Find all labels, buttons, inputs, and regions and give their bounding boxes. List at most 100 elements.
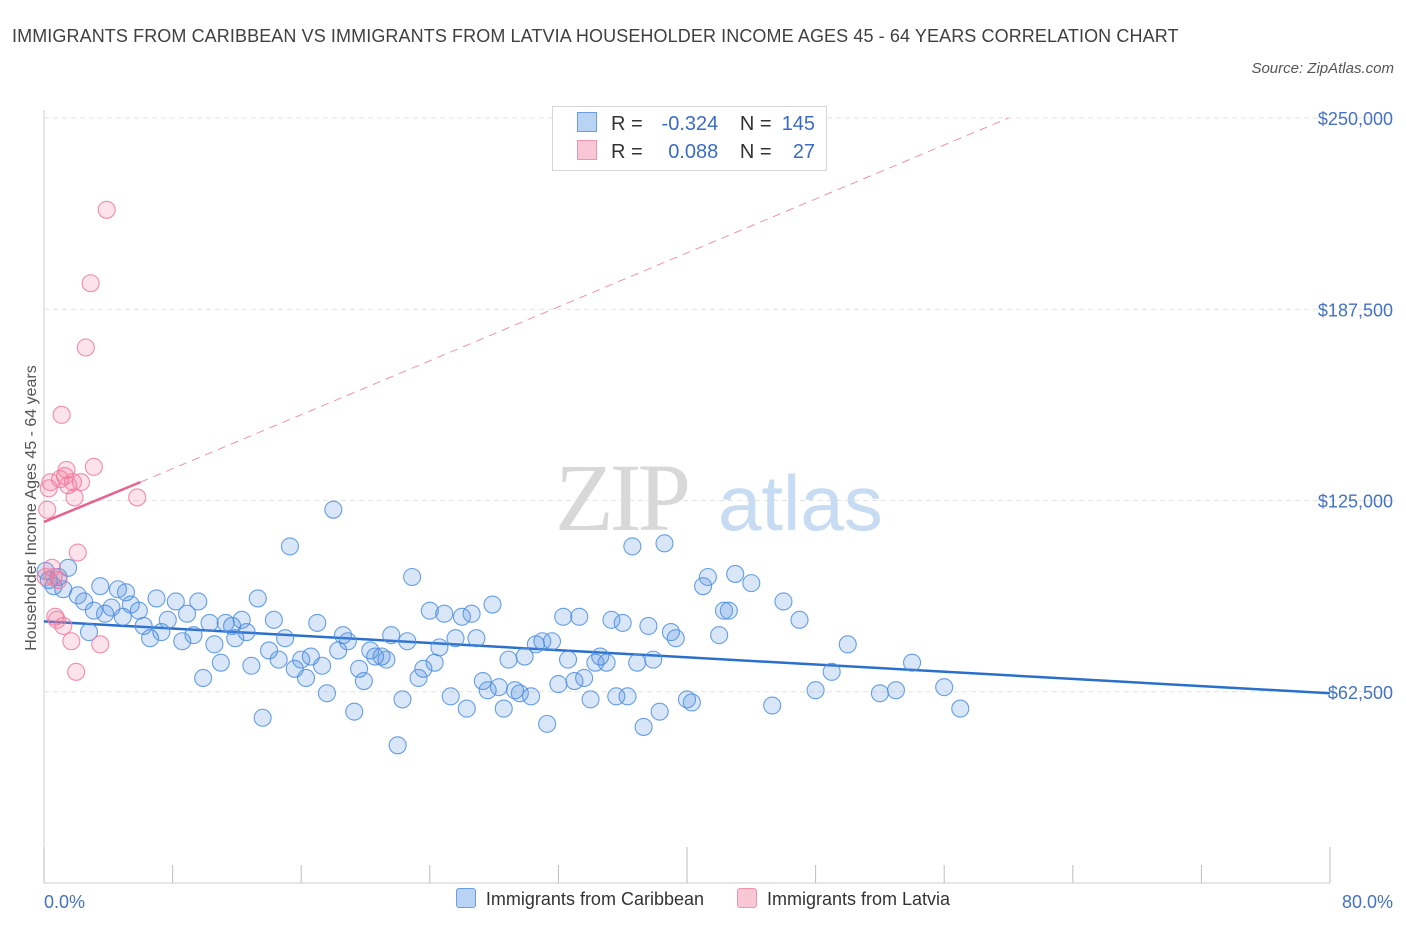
caribbean-point (533, 632, 552, 651)
caribbean-point (226, 629, 245, 648)
correlation-legend: R = -0.324 N = 145 R = 0.088 N = 27 (552, 106, 827, 171)
latvia-point (44, 567, 63, 587)
caribbean-point (467, 629, 486, 648)
caribbean-point (515, 647, 534, 666)
caribbean-point (409, 668, 428, 688)
latvia-point (91, 635, 110, 654)
latvia-point (84, 457, 103, 476)
caribbean-point (178, 604, 197, 623)
latvia-point (67, 662, 86, 681)
caribbean-point (75, 592, 94, 611)
caribbean-point (317, 684, 336, 703)
caribbean-point (173, 632, 192, 651)
latvia-point (62, 632, 81, 651)
caribbean-point (623, 537, 642, 556)
caribbean-trend-line (43, 620, 1331, 695)
caribbean-point (248, 589, 267, 608)
caribbean-point (129, 601, 148, 620)
latvia-point (52, 405, 71, 424)
trend-lines (43, 117, 1331, 695)
caribbean-point (313, 656, 332, 675)
caribbean-point (558, 650, 578, 669)
series-legend-caribbean: Immigrants from Caribbean (455, 888, 704, 910)
legend-n-label: N = (739, 113, 772, 135)
legend-r-value: 0.088 (668, 141, 719, 163)
caribbean-point (655, 534, 674, 553)
caribbean-point (420, 601, 439, 620)
caribbean-point (79, 623, 99, 642)
caribbean-point (473, 671, 492, 691)
chart-title: IMMIGRANTS FROM CARIBBEAN VS IMMIGRANTS … (12, 26, 1179, 46)
legend-row-caribbean: R = -0.324 N = 145 (577, 112, 815, 138)
caribbean-point (189, 592, 208, 611)
caribbean-point (414, 659, 433, 678)
caribbean-point (84, 601, 103, 620)
series-label-latvia: Immigrants from Latvia (767, 889, 951, 909)
caribbean-point (184, 626, 203, 645)
caribbean-point (790, 610, 809, 629)
caribbean-point (763, 696, 782, 715)
caribbean-point (393, 690, 412, 709)
caribbean-point (613, 613, 632, 632)
caribbean-point (338, 632, 357, 651)
latvia-point (38, 500, 57, 519)
caribbean-point (951, 699, 970, 718)
caribbean-point (666, 629, 685, 648)
caribbean-point (565, 671, 584, 691)
y-tick-label: $187,500 (1318, 300, 1393, 320)
legend-swatch-caribbean (577, 112, 597, 132)
caribbean-point (280, 537, 299, 556)
caribbean-point (489, 678, 508, 697)
caribbean-point (505, 681, 525, 700)
caribbean-point (618, 687, 637, 706)
caribbean-point (91, 577, 110, 596)
caribbean-point (361, 641, 380, 660)
latvia-point (54, 616, 73, 636)
latvia-point (76, 338, 95, 357)
caribbean-point (354, 671, 373, 691)
caribbean-point (253, 708, 272, 727)
caribbean-point (211, 653, 230, 672)
axes (43, 110, 1331, 884)
caribbean-point (269, 650, 288, 669)
caribbean-point (628, 653, 647, 672)
caribbean-point (710, 626, 729, 645)
caribbean-point (806, 681, 825, 700)
caribbean-point (742, 574, 761, 593)
caribbean-point (205, 635, 224, 654)
caribbean-point (597, 653, 616, 672)
y-tick-label: $250,000 (1318, 109, 1393, 129)
legend-n-value: 145 (781, 113, 816, 135)
caribbean-point (237, 623, 256, 642)
caribbean-point (499, 650, 518, 669)
caribbean-point (634, 717, 653, 736)
caribbean-point (141, 629, 160, 648)
caribbean-point (935, 678, 954, 697)
source-label: Source: ZipAtlas.com (1251, 60, 1394, 77)
y-axis-label: Householder Income Ages 45 - 64 years (23, 365, 40, 651)
caribbean-point (886, 681, 906, 700)
caribbean-point (494, 699, 513, 718)
watermark-zip: ZIP (555, 444, 688, 551)
caribbean-point (452, 607, 472, 626)
caribbean-point (388, 736, 407, 755)
caribbean-point (719, 601, 738, 620)
axis-labels: Householder Income Ages 45 - 64 years 0.… (23, 109, 1393, 912)
caribbean-point (308, 613, 327, 632)
caribbean-point (522, 687, 541, 706)
caribbean-point (242, 656, 261, 675)
caribbean-point (726, 564, 745, 583)
caribbean-point (333, 626, 353, 645)
latvia-trend-line (43, 480, 141, 524)
latvia-trend-extension (140, 117, 1009, 483)
caribbean-point (441, 687, 460, 706)
latvia-point (81, 274, 100, 293)
caribbean-point (324, 500, 343, 519)
caribbean-point (147, 589, 166, 608)
caribbean-point (838, 635, 857, 654)
caribbean-point (430, 638, 449, 657)
caribbean-point (661, 623, 680, 642)
legend-n-label: N = (739, 141, 772, 163)
caribbean-point (581, 690, 600, 709)
caribbean-point (542, 632, 562, 651)
